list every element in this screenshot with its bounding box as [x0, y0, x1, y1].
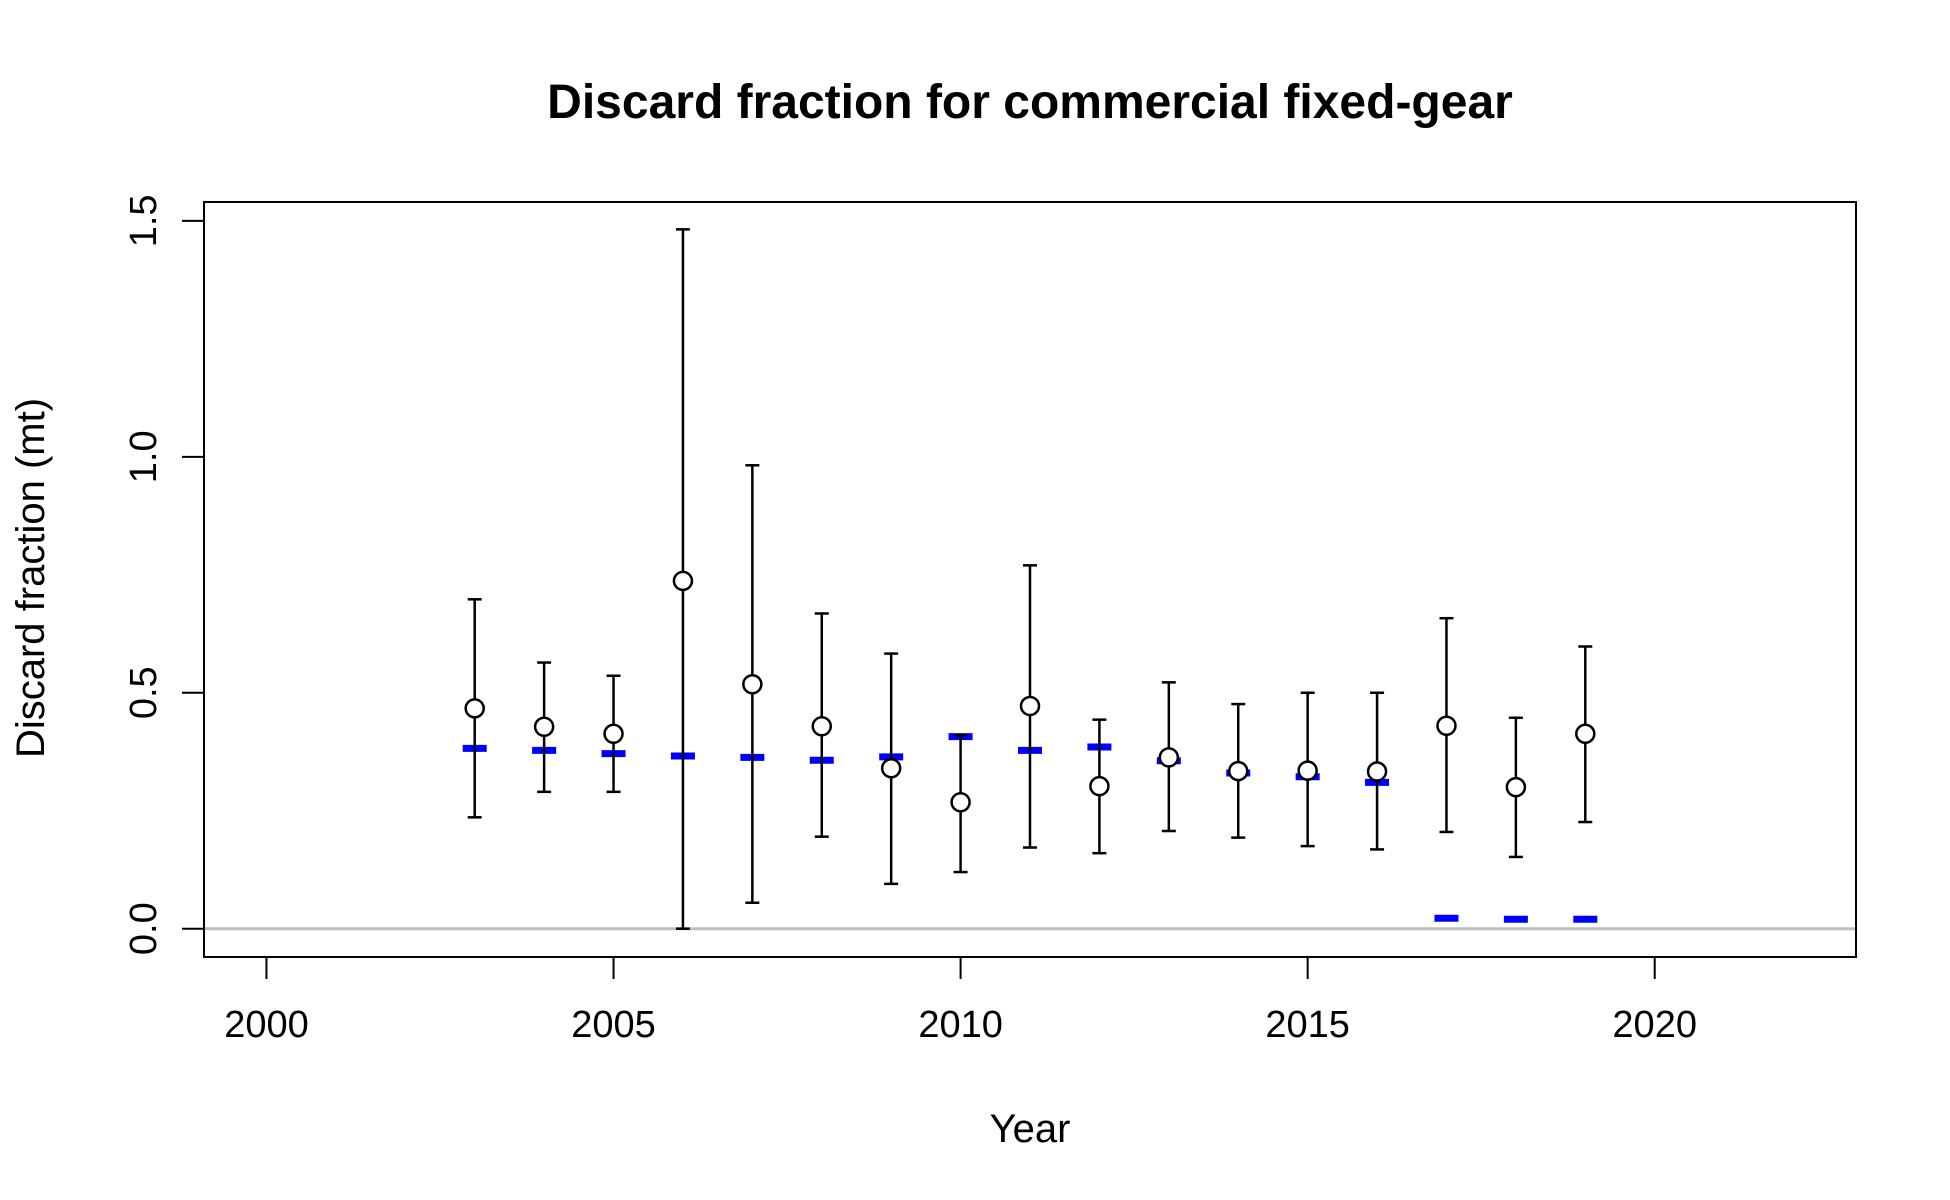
- x-tick-label: 2000: [224, 1004, 309, 1046]
- x-axis-label: Year: [990, 1107, 1071, 1151]
- observed-point: [742, 674, 763, 695]
- observed-point: [1575, 723, 1596, 745]
- y-tick-label: 0.0: [123, 902, 165, 955]
- observed-point: [1505, 776, 1527, 798]
- observed-point: [1297, 760, 1318, 781]
- observed-point: [672, 570, 694, 592]
- observed-point: [1436, 715, 1457, 737]
- y-tick-label: 0.5: [123, 666, 165, 719]
- plot-area: 2000 2005 2010 2015 2020 0.0 0.5 1.0 1.5: [123, 194, 1857, 1046]
- y-tick-label: 1.5: [123, 194, 165, 247]
- observed-point: [603, 723, 624, 745]
- observed-point: [1227, 760, 1249, 782]
- y-axis-label: Discard fraction (mt): [9, 398, 53, 758]
- x-tick-label: 2020: [1612, 1004, 1697, 1046]
- x-tick-label: 2005: [571, 1004, 656, 1046]
- x-tick-label: 2015: [1265, 1004, 1350, 1046]
- y-tick-label: 1.0: [123, 430, 165, 483]
- observed-point: [1089, 775, 1110, 797]
- x-tick-label: 2010: [918, 1004, 1003, 1046]
- observed-point: [533, 716, 555, 737]
- chart-title: Discard fraction for commercial fixed-ge…: [547, 76, 1513, 129]
- observed-point: [1019, 695, 1041, 717]
- observed-point: [1366, 761, 1388, 782]
- observed-point: [811, 716, 833, 737]
- observed-point: [950, 791, 971, 813]
- observed-point: [464, 698, 485, 719]
- observed-point: [880, 758, 902, 779]
- observed-point: [1158, 747, 1180, 768]
- plot-frame: [203, 201, 1857, 958]
